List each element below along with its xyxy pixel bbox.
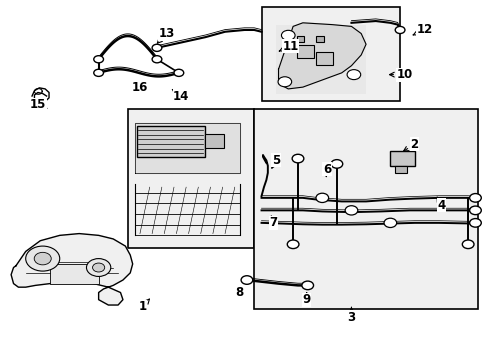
Circle shape — [468, 206, 480, 215]
Circle shape — [315, 193, 328, 203]
Text: 16: 16 — [131, 81, 148, 94]
Bar — [50, 264, 99, 284]
Polygon shape — [278, 23, 366, 89]
Text: 4: 4 — [436, 197, 445, 212]
Text: 10: 10 — [389, 68, 412, 81]
Text: 13: 13 — [157, 27, 175, 43]
Bar — [296, 45, 313, 58]
Text: 11: 11 — [279, 40, 298, 53]
Text: 14: 14 — [172, 89, 189, 103]
Text: 7: 7 — [269, 216, 277, 229]
Circle shape — [346, 69, 360, 80]
Circle shape — [281, 30, 294, 40]
Circle shape — [291, 154, 303, 163]
Bar — [389, 152, 414, 166]
Circle shape — [86, 258, 111, 276]
Circle shape — [394, 26, 404, 33]
Text: 8: 8 — [235, 286, 243, 299]
Text: 6: 6 — [323, 163, 330, 177]
Circle shape — [461, 240, 473, 249]
Bar — [394, 166, 407, 173]
Circle shape — [383, 218, 396, 228]
Circle shape — [241, 276, 252, 284]
Text: 2: 2 — [403, 138, 418, 151]
Circle shape — [468, 219, 480, 227]
Bar — [127, 109, 254, 248]
Circle shape — [152, 44, 162, 51]
Bar — [261, 7, 399, 102]
Bar — [136, 126, 204, 157]
Bar — [276, 24, 366, 94]
Bar — [315, 52, 333, 65]
Circle shape — [174, 69, 183, 76]
Bar — [204, 134, 224, 148]
Circle shape — [278, 77, 291, 87]
Circle shape — [330, 159, 342, 168]
Text: 9: 9 — [302, 293, 310, 306]
Text: 1: 1 — [138, 299, 149, 313]
Circle shape — [468, 194, 480, 202]
Circle shape — [301, 281, 313, 290]
Circle shape — [287, 240, 298, 249]
Bar — [254, 109, 477, 309]
Polygon shape — [135, 123, 239, 173]
Text: 12: 12 — [412, 23, 432, 36]
Text: 15: 15 — [30, 99, 47, 112]
Circle shape — [345, 206, 357, 215]
Text: 3: 3 — [346, 307, 355, 324]
Polygon shape — [11, 234, 132, 305]
Circle shape — [152, 56, 162, 63]
Circle shape — [34, 252, 51, 265]
Text: 5: 5 — [271, 154, 280, 168]
Circle shape — [94, 69, 103, 76]
Circle shape — [26, 246, 60, 271]
Bar — [296, 36, 304, 42]
Circle shape — [94, 56, 103, 63]
Bar — [315, 36, 323, 42]
Circle shape — [92, 263, 104, 272]
